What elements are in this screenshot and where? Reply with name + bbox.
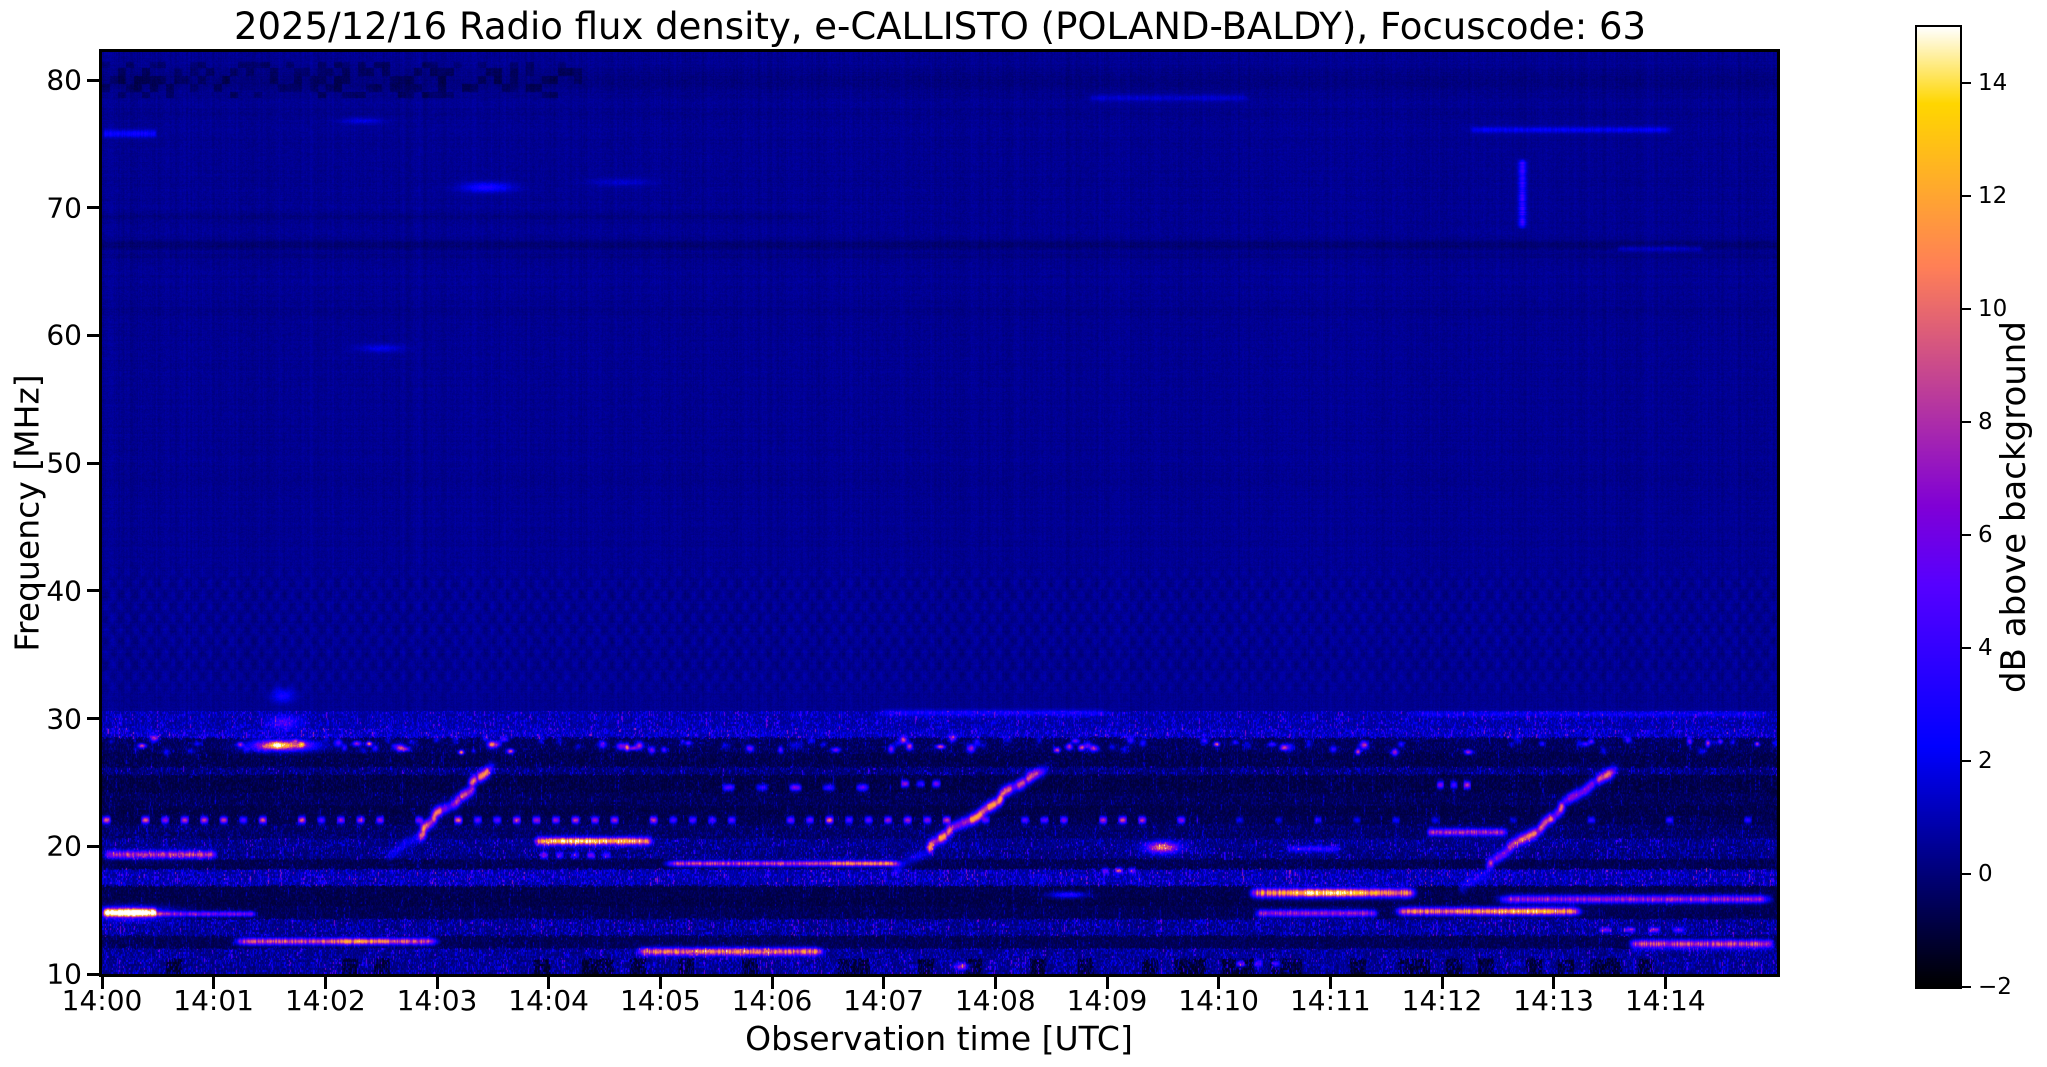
x-tick-label: 14:12 bbox=[1401, 984, 1483, 1017]
x-tick-mark bbox=[993, 977, 997, 989]
colorbar bbox=[1915, 25, 1962, 989]
colorbar-tick-label: −2 bbox=[1978, 974, 2012, 1000]
x-tick-mark bbox=[1217, 977, 1221, 989]
colorbar-tick-label: 8 bbox=[1978, 409, 1993, 436]
x-tick-mark bbox=[882, 977, 886, 989]
y-tick-mark bbox=[87, 589, 99, 593]
x-tick-label: 14:01 bbox=[173, 984, 255, 1017]
colorbar-tick-label: 14 bbox=[1978, 70, 2008, 97]
y-tick-label: 40 bbox=[46, 574, 82, 608]
y-tick-label: 80 bbox=[46, 63, 82, 97]
y-tick-mark bbox=[87, 972, 99, 976]
x-tick-mark bbox=[212, 977, 216, 989]
colorbar-label: dB above background bbox=[1994, 321, 2034, 693]
y-tick-label: 30 bbox=[46, 702, 82, 736]
x-tick-mark bbox=[658, 977, 662, 989]
x-tick-label: 14:05 bbox=[619, 984, 701, 1017]
y-tick-label: 50 bbox=[46, 446, 82, 480]
y-tick-mark bbox=[87, 844, 99, 848]
y-tick-mark bbox=[87, 78, 99, 82]
colorbar-tick-mark bbox=[1962, 760, 1971, 763]
x-tick-label: 14:10 bbox=[1178, 984, 1260, 1017]
x-tick-mark bbox=[547, 977, 551, 989]
colorbar-tick-mark bbox=[1962, 647, 1971, 650]
y-tick-mark bbox=[87, 333, 99, 337]
chart-title: 2025/12/16 Radio flux density, e-CALLIST… bbox=[233, 5, 1647, 48]
x-tick-mark bbox=[323, 977, 327, 989]
x-tick-label: 14:13 bbox=[1513, 984, 1595, 1017]
x-tick-label: 14:08 bbox=[954, 984, 1036, 1017]
colorbar-tick-mark bbox=[1962, 873, 1971, 876]
x-tick-label: 14:06 bbox=[731, 984, 813, 1017]
y-axis-label: Frequency [MHz] bbox=[7, 374, 47, 652]
x-tick-mark bbox=[1440, 977, 1444, 989]
y-tick-label: 10 bbox=[46, 957, 82, 991]
colorbar-tick-mark bbox=[1962, 82, 1971, 85]
colorbar-tick-label: 2 bbox=[1978, 748, 1993, 775]
colorbar-tick-mark bbox=[1962, 195, 1971, 198]
x-tick-mark bbox=[1105, 977, 1109, 989]
x-tick-mark bbox=[1328, 977, 1332, 989]
colorbar-tick-label: 10 bbox=[1978, 296, 2008, 323]
y-tick-label: 70 bbox=[46, 191, 82, 225]
colorbar-tick-mark bbox=[1962, 986, 1971, 988]
y-tick-mark bbox=[87, 717, 99, 721]
colorbar-tick-label: 4 bbox=[1978, 635, 1993, 662]
x-tick-mark bbox=[1552, 977, 1556, 989]
colorbar-tick-mark bbox=[1962, 421, 1971, 424]
x-tick-label: 14:14 bbox=[1624, 984, 1706, 1017]
x-tick-label: 14:11 bbox=[1289, 984, 1371, 1017]
x-tick-label: 14:03 bbox=[396, 984, 478, 1017]
colorbar-canvas bbox=[1917, 27, 1960, 987]
y-tick-mark bbox=[87, 206, 99, 210]
x-tick-label: 14:09 bbox=[1066, 984, 1148, 1017]
colorbar-tick-label: 12 bbox=[1978, 183, 2008, 210]
x-tick-label: 14:07 bbox=[843, 984, 925, 1017]
x-tick-mark bbox=[100, 977, 104, 989]
spectrogram-canvas bbox=[102, 52, 1777, 974]
colorbar-tick-label: 0 bbox=[1978, 861, 1993, 888]
x-tick-mark bbox=[435, 977, 439, 989]
spectrogram-plot-area bbox=[99, 49, 1780, 977]
x-tick-mark bbox=[770, 977, 774, 989]
x-tick-mark bbox=[1663, 977, 1667, 989]
x-tick-label: 14:04 bbox=[508, 984, 590, 1017]
colorbar-tick-mark bbox=[1962, 308, 1971, 311]
x-tick-label: 14:00 bbox=[61, 984, 143, 1017]
colorbar-tick-label: 6 bbox=[1978, 522, 1993, 549]
x-tick-label: 14:02 bbox=[284, 984, 366, 1017]
colorbar-tick-mark bbox=[1962, 534, 1971, 537]
y-tick-label: 60 bbox=[46, 318, 82, 352]
x-axis-label: Observation time [UTC] bbox=[745, 1019, 1133, 1058]
y-tick-label: 20 bbox=[46, 829, 82, 863]
y-tick-mark bbox=[87, 461, 99, 465]
